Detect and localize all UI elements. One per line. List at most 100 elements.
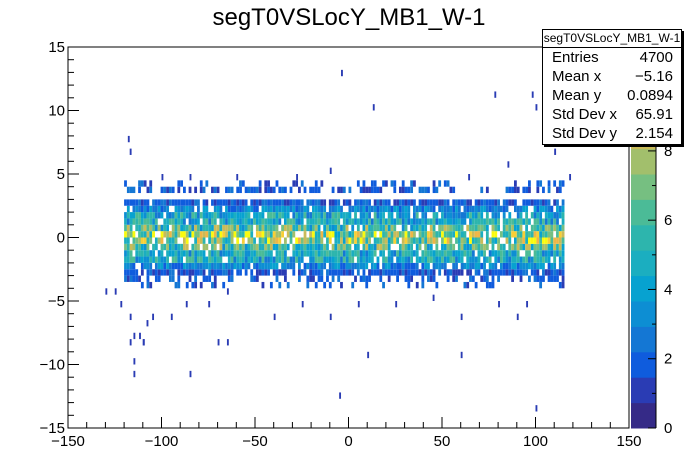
heatmap-bin (292, 243, 296, 251)
heatmap-bin (269, 231, 273, 238)
heatmap-bin (547, 180, 551, 187)
y-tick-label: 5 (57, 166, 65, 183)
heatmap-bin (267, 199, 270, 206)
heatmap-bin (129, 250, 133, 257)
heatmap-bin (208, 250, 212, 257)
heatmap-bin (544, 205, 548, 213)
heatmap-bin (129, 218, 133, 225)
heatmap-bin (477, 199, 481, 206)
heatmap-bin (536, 256, 540, 263)
heatmap-bin (558, 281, 562, 289)
heatmap-bin (211, 281, 214, 289)
heatmap-bin (124, 199, 127, 206)
heatmap-bin (250, 199, 254, 206)
heatmap-bin (528, 256, 531, 263)
heatmap-bin (146, 269, 150, 276)
heatmap-bin (152, 243, 155, 251)
heatmap-bin (255, 275, 259, 282)
heatmap-bin (401, 224, 405, 232)
heatmap-bin (183, 237, 186, 244)
heatmap-bin (331, 224, 335, 232)
heatmap-bin (398, 250, 402, 257)
heatmap-bin (253, 218, 256, 225)
heatmap-bin (323, 262, 327, 270)
heatmap-bin (345, 199, 349, 206)
heatmap-bin (140, 262, 144, 270)
heatmap-bin (401, 180, 405, 187)
heatmap-bin (298, 256, 301, 263)
heatmap-bin (446, 205, 450, 213)
heatmap-bin (275, 212, 279, 219)
heatmap-bin (547, 269, 551, 276)
heatmap-bin (432, 218, 436, 225)
heatmap-bin (393, 186, 397, 194)
heatmap-bin (183, 243, 186, 251)
heatmap-bin (197, 250, 200, 257)
heatmap-bin (244, 212, 248, 219)
heatmap-bin (401, 205, 405, 213)
heatmap-bin (152, 313, 155, 321)
heatmap-bin (236, 256, 240, 263)
heatmap-bin (191, 218, 195, 225)
heatmap-bin (230, 224, 234, 232)
heatmap-bin (180, 180, 184, 187)
heatmap-bin (427, 243, 430, 251)
heatmap-bin (533, 275, 537, 282)
heatmap-bin (286, 218, 290, 225)
heatmap-bin (539, 231, 543, 238)
heatmap-bin (208, 224, 212, 232)
heatmap-bin (528, 250, 531, 257)
heatmap-bin (494, 262, 498, 270)
heatmap-bin (317, 224, 321, 232)
heatmap-bin (135, 243, 139, 251)
heatmap-bin (227, 186, 231, 194)
heatmap-bin (514, 205, 517, 213)
heatmap-bin (264, 269, 268, 276)
heatmap-bin (217, 339, 220, 346)
heatmap-bin (233, 231, 237, 238)
heatmap-bin (140, 231, 144, 238)
heatmap-bin (370, 256, 374, 263)
heatmap-bin (435, 199, 439, 206)
heatmap-bin (536, 205, 540, 213)
heatmap-bin (544, 243, 548, 251)
heatmap-bin (345, 212, 349, 219)
heatmap-bin (140, 250, 144, 257)
heatmap-bin (539, 218, 543, 225)
heatmap-bin (382, 231, 385, 238)
heatmap-bin (410, 275, 414, 282)
heatmap-bin (368, 186, 371, 194)
heatmap-bin (197, 262, 200, 270)
heatmap-bin (373, 237, 377, 244)
heatmap-bin (463, 199, 467, 206)
heatmap-bin (387, 250, 391, 257)
heatmap-bin (354, 275, 357, 282)
heatmap-bin (410, 243, 414, 251)
heatmap-bin (219, 199, 223, 206)
heatmap-bin (140, 180, 144, 187)
heatmap-bin (226, 288, 229, 295)
heatmap-bin (550, 212, 554, 219)
heatmap-bin (216, 212, 220, 219)
heatmap-bin (340, 231, 343, 238)
heatmap-bin (312, 212, 315, 219)
heatmap-bin (216, 224, 220, 232)
heatmap-bin (185, 237, 189, 244)
heatmap-bin (255, 250, 259, 257)
heatmap-bin (485, 212, 489, 219)
heatmap-bin (421, 269, 425, 276)
heatmap-bin (303, 262, 307, 270)
heatmap-bin (497, 269, 500, 276)
heatmap-bin (247, 256, 251, 263)
heatmap-bin (314, 281, 318, 289)
heatmap-bin (435, 186, 439, 194)
heatmap-bin (362, 224, 366, 232)
heatmap-bin (407, 186, 411, 194)
heatmap-bin (334, 262, 338, 270)
y-tick-label: −10 (40, 357, 65, 374)
heatmap-bin (558, 231, 562, 238)
heatmap-bin (522, 199, 526, 206)
heatmap-bin (418, 205, 422, 213)
heatmap-bin (247, 218, 251, 225)
heatmap-bin (499, 269, 503, 276)
